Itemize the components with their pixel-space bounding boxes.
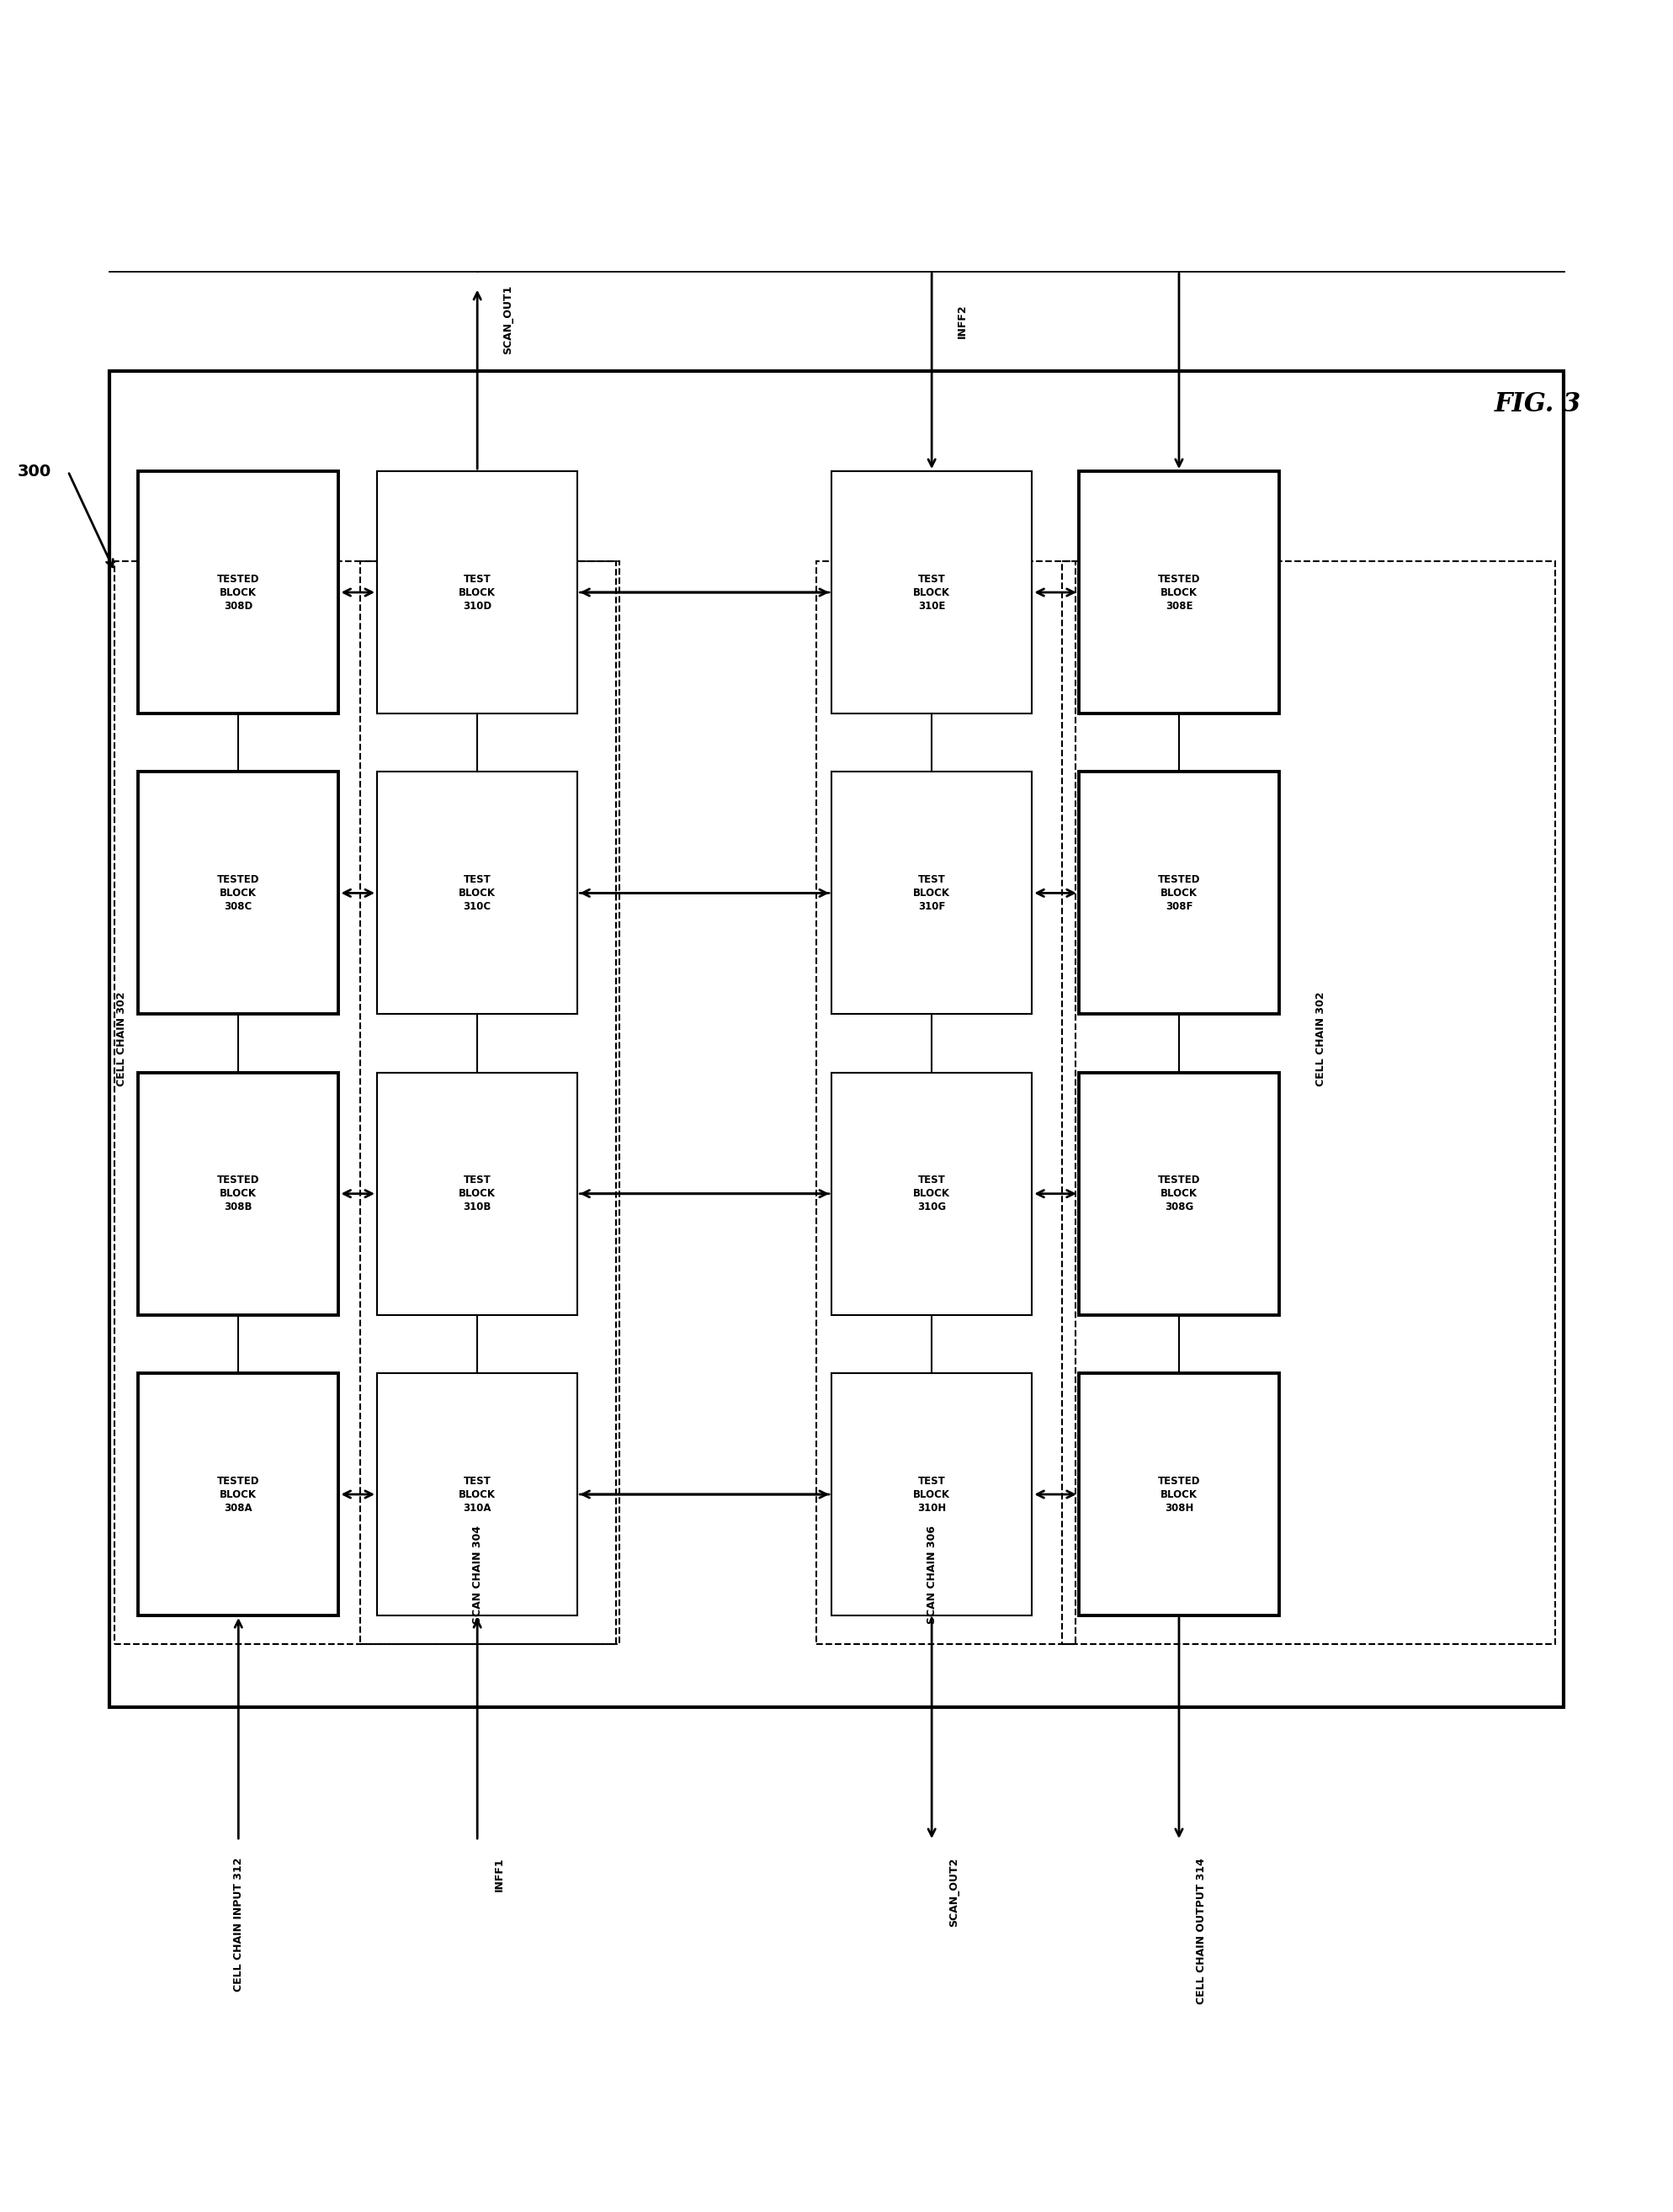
Text: SCAN_OUT2: SCAN_OUT2 [949, 1858, 959, 1927]
Text: CELL CHAIN 302: CELL CHAIN 302 [115, 991, 127, 1086]
Text: TESTED
BLOCK
308C: TESTED BLOCK 308C [217, 874, 259, 911]
Text: TEST
BLOCK
310G: TEST BLOCK 310G [913, 1175, 950, 1212]
Text: TESTED
BLOCK
308B: TESTED BLOCK 308B [217, 1175, 259, 1212]
Text: TESTED
BLOCK
308D: TESTED BLOCK 308D [217, 573, 259, 611]
Text: TEST
BLOCK
310E: TEST BLOCK 310E [913, 573, 950, 611]
Text: TEST
BLOCK
310H: TEST BLOCK 310H [913, 1475, 950, 1513]
FancyBboxPatch shape [831, 471, 1032, 714]
Text: SCAN_OUT1: SCAN_OUT1 [502, 285, 514, 354]
Text: TEST
BLOCK
310D: TEST BLOCK 310D [458, 573, 495, 611]
Text: INFF1: INFF1 [494, 1858, 505, 1891]
FancyBboxPatch shape [376, 1073, 577, 1314]
FancyBboxPatch shape [831, 1374, 1032, 1615]
Text: CELL CHAIN OUTPUT 314: CELL CHAIN OUTPUT 314 [1196, 1858, 1206, 2004]
Text: TEST
BLOCK
310C: TEST BLOCK 310C [458, 874, 495, 911]
FancyBboxPatch shape [831, 1073, 1032, 1314]
FancyBboxPatch shape [1079, 471, 1280, 714]
Text: SCAN CHAIN 304: SCAN CHAIN 304 [472, 1526, 483, 1624]
FancyBboxPatch shape [831, 772, 1032, 1013]
Text: 300: 300 [18, 462, 52, 480]
Text: TESTED
BLOCK
308H: TESTED BLOCK 308H [1158, 1475, 1200, 1513]
Text: CELL CHAIN 302: CELL CHAIN 302 [1315, 991, 1327, 1086]
Text: TEST
BLOCK
310F: TEST BLOCK 310F [913, 874, 950, 911]
FancyBboxPatch shape [1079, 1073, 1280, 1314]
Text: CELL CHAIN INPUT 312: CELL CHAIN INPUT 312 [233, 1858, 244, 1991]
Text: TESTED
BLOCK
308A: TESTED BLOCK 308A [217, 1475, 259, 1513]
Text: TESTED
BLOCK
308G: TESTED BLOCK 308G [1158, 1175, 1200, 1212]
FancyBboxPatch shape [139, 1073, 338, 1314]
FancyBboxPatch shape [376, 1374, 577, 1615]
FancyBboxPatch shape [139, 1374, 338, 1615]
Text: INFF2: INFF2 [957, 305, 967, 338]
Text: FIG. 3: FIG. 3 [1494, 392, 1581, 418]
FancyBboxPatch shape [139, 471, 338, 714]
Text: TEST
BLOCK
310B: TEST BLOCK 310B [458, 1175, 495, 1212]
Text: TESTED
BLOCK
308E: TESTED BLOCK 308E [1158, 573, 1200, 611]
Text: TESTED
BLOCK
308F: TESTED BLOCK 308F [1158, 874, 1200, 911]
FancyBboxPatch shape [139, 772, 338, 1013]
FancyBboxPatch shape [376, 772, 577, 1013]
FancyBboxPatch shape [376, 471, 577, 714]
Text: SCAN CHAIN 306: SCAN CHAIN 306 [927, 1526, 937, 1624]
Text: TEST
BLOCK
310A: TEST BLOCK 310A [458, 1475, 495, 1513]
FancyBboxPatch shape [1079, 772, 1280, 1013]
FancyBboxPatch shape [1079, 1374, 1280, 1615]
